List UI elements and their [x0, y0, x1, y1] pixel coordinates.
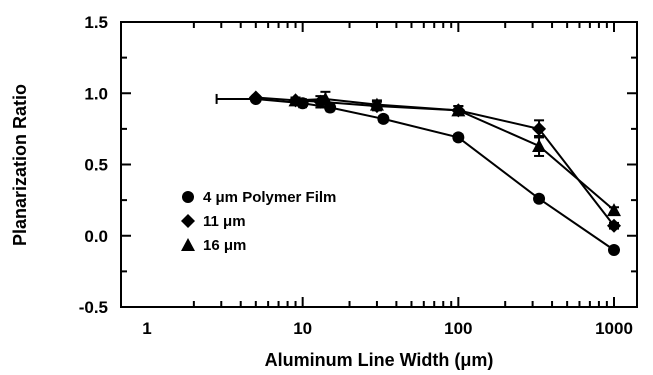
x-tick-label: 10: [293, 319, 312, 338]
series-line: [255, 97, 615, 251]
data-point: [451, 103, 466, 117]
data-point: [532, 138, 547, 152]
y-tick-label: 1.0: [84, 84, 108, 103]
legend-circle-marker: [182, 191, 194, 203]
series-line: [255, 96, 615, 227]
legend-triangle-marker: [181, 238, 195, 251]
x-tick-label: 1: [142, 319, 151, 338]
legend: 4 μm Polymer Film 11 μm 16 μm: [181, 189, 336, 254]
data-point: [532, 121, 547, 136]
series-line: [295, 97, 615, 211]
tick-labels: 1 10 100 1000 1.5 1.0 0.5 0.0 -0.5: [79, 13, 633, 338]
legend-item: 4 μm Polymer Film: [182, 189, 336, 206]
y-tick-label: -0.5: [79, 298, 108, 317]
x-tick-label: 1000: [595, 319, 633, 338]
series-diamond: [248, 90, 621, 233]
y-tick-label: 0.0: [84, 227, 108, 246]
legend-label: 16 μm: [203, 237, 246, 254]
data-point: [377, 112, 390, 125]
legend-label: 11 μm: [203, 213, 246, 230]
legend-item: 16 μm: [181, 237, 246, 254]
data-point: [608, 244, 620, 256]
data-point: [318, 91, 333, 105]
data-point: [248, 90, 263, 105]
y-tick-label: 1.5: [84, 13, 108, 32]
data-point: [288, 93, 303, 107]
data-point: [369, 97, 384, 111]
series-layer: [215, 90, 621, 256]
data-point: [607, 218, 621, 233]
y-axis-title: Planarization Ratio: [10, 84, 30, 246]
ticks: [121, 21, 637, 308]
series-circle: [215, 92, 620, 256]
x-tick-label: 100: [444, 319, 472, 338]
y-tick-label: 0.5: [84, 156, 108, 175]
legend-label: 4 μm Polymer Film: [203, 189, 336, 206]
data-point: [533, 192, 546, 205]
data-point: [452, 131, 465, 144]
x-axis-title: Aluminum Line Width (μm): [265, 350, 494, 370]
series-triangle: [288, 90, 621, 217]
legend-item: 11 μm: [181, 213, 246, 230]
legend-diamond-marker: [181, 214, 195, 228]
data-point: [607, 203, 621, 217]
